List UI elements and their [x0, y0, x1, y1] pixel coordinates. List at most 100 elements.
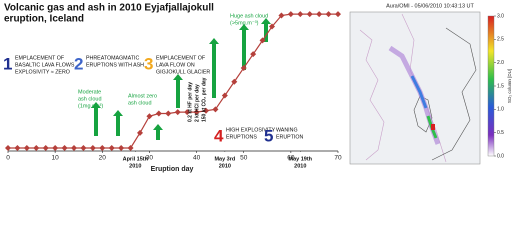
- x-axis-label: Eruption day: [151, 166, 194, 173]
- arrow-head: [113, 110, 123, 116]
- x-tick-label: 40: [193, 155, 201, 162]
- map-panel: Aura/OMI - 05/06/2010 10:43:13 UT SO₂ co…: [349, 3, 512, 165]
- gas-note: 0.2 kt HF per day: [187, 82, 193, 122]
- point: [193, 109, 200, 116]
- gas-note: 2 kt HCl per day: [194, 84, 200, 122]
- colorbar-label: SO₂ column [DU]: [507, 69, 512, 103]
- plume: [431, 124, 435, 130]
- chart-title: eruption, Iceland: [4, 14, 84, 25]
- arrow-shaft: [156, 129, 160, 140]
- chart-title: Volcanic gas and ash in 2010 Eyjafjallaj…: [4, 3, 214, 14]
- phase-number: 1: [3, 54, 12, 73]
- point: [165, 110, 172, 117]
- point: [5, 145, 11, 151]
- date-label: 2010: [129, 163, 141, 169]
- colorbar-tick-label: 2.0: [497, 60, 504, 66]
- date-label: 2010: [219, 163, 231, 169]
- point: [212, 106, 219, 113]
- arrow-shaft: [264, 23, 268, 42]
- point: [118, 145, 125, 151]
- point: [71, 145, 77, 151]
- gas-note: 150 kt CO₂ per day: [201, 77, 207, 122]
- point: [325, 11, 332, 18]
- phase-text: BASALTIC LAVA FLOWS: [15, 62, 75, 68]
- arrow-head: [173, 74, 183, 80]
- phase-text: GIGJOKULL GLACIER: [156, 69, 210, 75]
- phase-text: ERUPTIONS: [226, 134, 257, 140]
- ash-note: Moderate: [78, 89, 101, 95]
- phase-number: 4: [214, 126, 224, 145]
- ash-note: ash cloud: [128, 100, 152, 106]
- point: [155, 110, 162, 117]
- arrow-shaft: [176, 79, 180, 108]
- phase-text: EMPLACEMENT OF: [15, 55, 65, 61]
- point: [297, 11, 304, 18]
- x-tick-label: 60: [287, 155, 295, 162]
- coastline: [413, 95, 433, 133]
- point: [221, 92, 228, 99]
- date-label: 2010: [294, 163, 306, 169]
- arrow-head: [153, 124, 163, 130]
- figure: Aura/OMI - 05/06/2010 10:43:13 UT SO₂ co…: [3, 2, 513, 173]
- ash-note: (1mg.m⁻³): [78, 103, 103, 109]
- point: [23, 145, 30, 151]
- date-label: May 19th: [289, 156, 313, 162]
- point: [42, 145, 49, 151]
- phase-number: 5: [264, 126, 273, 145]
- x-tick-label: 50: [240, 155, 248, 162]
- phase-text: EMPLACEMENT OF: [156, 55, 206, 61]
- ash-note: Huge ash cloud: [230, 13, 268, 19]
- point: [287, 11, 294, 18]
- point: [240, 64, 247, 71]
- arrow-head: [209, 38, 219, 44]
- map-frame: [349, 11, 481, 165]
- point: [259, 37, 266, 44]
- arrow-shaft: [116, 115, 120, 136]
- colorbar-tick-label: 3.0: [497, 13, 504, 19]
- point: [99, 145, 106, 151]
- phase-number: 2: [74, 54, 83, 73]
- point: [61, 145, 68, 151]
- point: [316, 11, 323, 18]
- point: [80, 145, 87, 151]
- colorbar-tick-label: 1.0: [497, 107, 504, 113]
- point: [137, 129, 143, 136]
- phase-text: ERUPTIONS WITH ASH: [86, 62, 144, 68]
- point: [174, 109, 181, 116]
- ash-note: ash cloud: [78, 96, 102, 102]
- point: [203, 107, 209, 114]
- point: [250, 51, 257, 58]
- x-tick-label: 10: [52, 155, 60, 162]
- coastline: [431, 27, 477, 161]
- x-tick-label: 30: [146, 155, 154, 162]
- arrow-shaft: [242, 29, 246, 70]
- x-tick-label: 70: [334, 155, 342, 162]
- point: [33, 145, 40, 151]
- point: [184, 109, 191, 116]
- colorbar-tick-label: 0.5: [497, 130, 504, 136]
- arrow-head: [239, 24, 249, 30]
- point: [127, 145, 134, 151]
- ash-note: (>5mg.m⁻³): [230, 20, 259, 26]
- phase-number: 3: [144, 54, 153, 73]
- phase-text: HIGH EXPLOSIVITY: [226, 127, 276, 133]
- phase-text: EXPLOSIVITY ≈ ZERO: [15, 69, 70, 75]
- point: [231, 78, 238, 85]
- point: [146, 113, 153, 120]
- point: [306, 11, 313, 18]
- plume: [410, 75, 428, 109]
- map-title: Aura/OMI - 05/06/2010 10:43:13 UT: [386, 3, 474, 9]
- point: [52, 145, 59, 151]
- orbit-edge: [359, 29, 385, 161]
- point: [269, 23, 275, 30]
- point: [89, 145, 96, 151]
- colorbar-tick-label: 2.5: [497, 37, 504, 43]
- ash-note: Almost zero: [128, 93, 157, 99]
- colorbar-tick-label: 0.0: [497, 153, 504, 159]
- colorbar: [487, 15, 495, 157]
- arrow-shaft: [94, 107, 98, 136]
- date-label: April 15th: [123, 156, 149, 162]
- arrow-head: [261, 18, 271, 24]
- point: [108, 145, 115, 151]
- x-tick-label: 0: [6, 155, 10, 162]
